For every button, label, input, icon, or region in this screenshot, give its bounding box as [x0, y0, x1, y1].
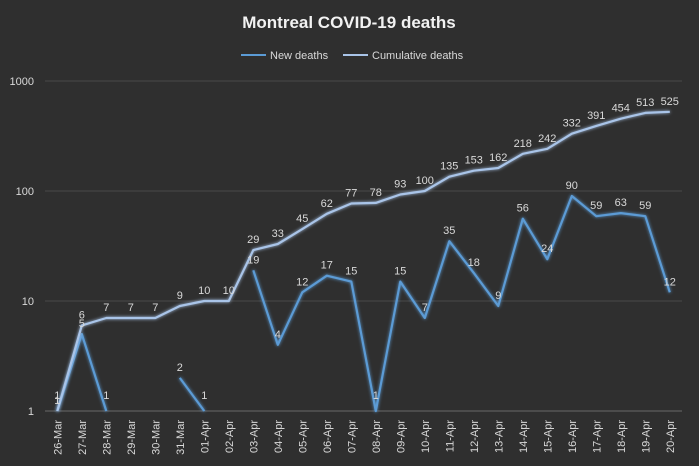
- data-label-new-deaths: 9: [495, 290, 501, 302]
- x-axis: 26-Mar 27-Mar 28-Mar 29-Mar 30-Mar 31-Mar 01-A…: [52, 420, 677, 455]
- data-label-cumulative-deaths: 135: [440, 161, 458, 173]
- data-label-new-deaths: 7: [422, 302, 428, 314]
- data-label-new-deaths: 5: [79, 318, 85, 330]
- x-tick-label: 20-Apr: [665, 420, 677, 453]
- x-tick-label: 29-Mar: [126, 420, 138, 455]
- data-label-new-deaths: 2: [177, 362, 183, 374]
- data-label-new-deaths: 1: [373, 390, 379, 402]
- x-tick-label: 31-Mar: [175, 420, 187, 455]
- x-tick-label: 12-Apr: [469, 420, 481, 453]
- data-label-cumulative-deaths: 29: [247, 234, 259, 246]
- chart-title: Montreal COVID-19 deaths: [242, 13, 456, 32]
- data-label-cumulative-deaths: 525: [661, 96, 679, 108]
- data-label-cumulative-deaths: 332: [563, 118, 581, 130]
- data-label-cumulative-deaths: 391: [587, 110, 605, 122]
- x-tick-label: 04-Apr: [273, 420, 285, 453]
- x-tick-label: 06-Apr: [322, 420, 334, 453]
- y-tick-label: 1: [28, 406, 34, 418]
- x-tick-label: 10-Apr: [420, 420, 432, 453]
- gridlines: [45, 80, 682, 412]
- data-label-cumulative-deaths: 100: [416, 175, 434, 187]
- x-tick-label: 17-Apr: [591, 420, 603, 453]
- x-tick-label: 26-Mar: [52, 420, 64, 455]
- x-tick-label: 07-Apr: [346, 420, 358, 453]
- data-label-cumulative-deaths: 7: [128, 302, 134, 314]
- x-tick-label: 13-Apr: [493, 420, 505, 453]
- data-label-new-deaths: 1: [201, 390, 207, 402]
- data-label-new-deaths: 12: [296, 276, 308, 288]
- data-label-cumulative-deaths: 153: [465, 155, 483, 167]
- x-tick-label: 30-Mar: [150, 420, 162, 455]
- series-layer: [56, 110, 671, 413]
- y-tick-label: 10: [22, 296, 34, 308]
- data-label-cumulative-deaths: 45: [296, 213, 308, 225]
- data-label-cumulative-deaths: 77: [345, 187, 357, 199]
- y-tick-label: 1000: [10, 76, 34, 88]
- legend-label-new-deaths: New deaths: [270, 50, 329, 62]
- data-label-cumulative-deaths: 93: [394, 178, 406, 190]
- x-tick-label: 02-Apr: [224, 420, 236, 453]
- x-tick-label: 18-Apr: [616, 420, 628, 453]
- data-label-new-deaths: 59: [639, 200, 651, 212]
- data-label-cumulative-deaths: 162: [489, 152, 507, 164]
- x-tick-label: 05-Apr: [297, 420, 309, 453]
- x-tick-label: 16-Apr: [567, 420, 579, 453]
- data-label-cumulative-deaths: 78: [370, 187, 382, 199]
- x-tick-label: 09-Apr: [395, 420, 407, 453]
- series-line-new-deaths: [178, 377, 206, 412]
- data-label-cumulative-deaths: 242: [538, 133, 556, 145]
- data-label-new-deaths: 24: [541, 243, 553, 255]
- data-label-new-deaths: 19: [247, 254, 259, 266]
- y-axis: 1 10 100 1000: [10, 76, 34, 418]
- data-label-cumulative-deaths: 10: [223, 285, 235, 297]
- data-label-new-deaths: 63: [615, 197, 627, 209]
- data-label-cumulative-deaths: 62: [321, 198, 333, 210]
- data-label-new-deaths: 1: [54, 390, 60, 402]
- data-label-cumulative-deaths: 7: [152, 302, 158, 314]
- data-label-new-deaths: 4: [275, 329, 281, 341]
- data-label-new-deaths: 15: [394, 266, 406, 278]
- data-label-cumulative-deaths: 10: [198, 285, 210, 297]
- data-label-cumulative-deaths: 1: [54, 395, 60, 407]
- legend: New deaths Cumulative deaths: [241, 50, 464, 62]
- x-tick-label: 08-Apr: [371, 420, 383, 453]
- y-tick-label: 100: [16, 186, 34, 198]
- series-line-new-deaths: [252, 194, 671, 413]
- data-label-cumulative-deaths: 454: [612, 103, 630, 115]
- data-label-new-deaths: 18: [468, 257, 480, 269]
- data-label-new-deaths: 35: [443, 225, 455, 237]
- data-label-new-deaths: 90: [566, 180, 578, 192]
- data-label-cumulative-deaths: 218: [514, 138, 532, 150]
- data-label-new-deaths: 56: [517, 203, 529, 215]
- x-tick-label: 11-Apr: [444, 420, 456, 453]
- data-label-new-deaths: 17: [321, 260, 333, 272]
- x-tick-label: 01-Apr: [199, 420, 211, 453]
- data-label-cumulative-deaths: 7: [103, 302, 109, 314]
- data-label-new-deaths: 15: [345, 266, 357, 278]
- data-label-cumulative-deaths: 33: [272, 228, 284, 240]
- data-label-cumulative-deaths: 9: [177, 290, 183, 302]
- x-tick-label: 03-Apr: [248, 420, 260, 453]
- data-label-new-deaths: 12: [664, 276, 676, 288]
- x-tick-label: 19-Apr: [640, 420, 652, 453]
- x-tick-label: 15-Apr: [542, 420, 554, 453]
- series-line-new-deaths: [56, 333, 108, 412]
- data-label-cumulative-deaths: 513: [636, 97, 654, 109]
- series-line-cumulative-deaths: [56, 110, 670, 412]
- x-tick-label: 27-Mar: [77, 420, 89, 455]
- legend-label-cumulative-deaths: Cumulative deaths: [372, 50, 464, 62]
- data-label-cumulative-deaths: 6: [79, 309, 85, 321]
- data-label-new-deaths: 1: [103, 390, 109, 402]
- x-tick-label: 28-Mar: [101, 420, 113, 455]
- data-label-new-deaths: 59: [590, 200, 602, 212]
- x-tick-label: 14-Apr: [518, 420, 530, 453]
